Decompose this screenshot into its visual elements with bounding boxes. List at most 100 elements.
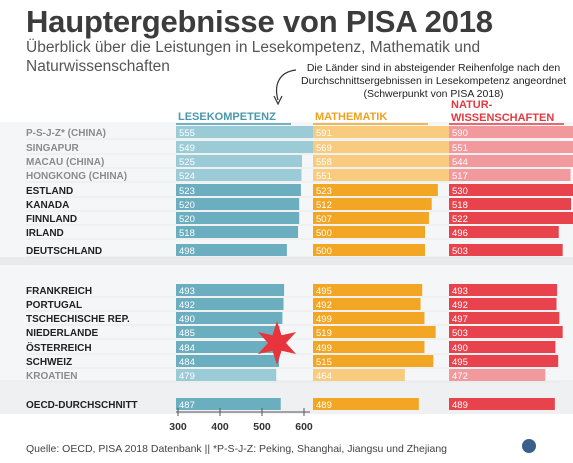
data-label: 484 [179, 343, 195, 354]
bar-reading [176, 212, 300, 224]
bar-science [449, 184, 573, 196]
bar-reading [176, 244, 287, 256]
x-tick-label: 300 [169, 421, 187, 433]
data-label: 515 [316, 357, 332, 368]
bar-math [313, 212, 429, 224]
page-title: Hauptergebnisse von PISA 2018 [26, 4, 493, 39]
country-label: IRLAND [26, 228, 64, 239]
column-header: MATHEMATIK [315, 111, 387, 123]
source-note: Quelle: OECD, PISA 2018 Datenbank || *P-… [26, 443, 448, 455]
data-label: 492 [452, 300, 468, 311]
bar-math [313, 126, 476, 138]
data-label: 530 [452, 186, 468, 197]
data-label: 551 [316, 171, 332, 182]
bar-math [313, 198, 432, 210]
data-label: 496 [452, 228, 468, 239]
data-label: 544 [452, 157, 468, 168]
bar-reading [176, 355, 280, 367]
bar-science [449, 244, 563, 256]
data-label: 495 [452, 357, 468, 368]
bar-science [449, 341, 556, 353]
country-label: ÖSTERREICH [26, 341, 92, 354]
country-label: KANADA [26, 200, 69, 211]
sort-note: Die Länder sind in absteigender Reihenfo… [301, 62, 566, 100]
country-label: TSCHECHISCHE REP. [26, 314, 130, 325]
bar-math [313, 284, 423, 296]
data-label: 523 [316, 186, 332, 197]
bar-math [313, 298, 421, 310]
bar-reading [176, 126, 319, 138]
bar-science [449, 369, 546, 381]
data-label: 499 [316, 314, 332, 325]
country-label: OECD-DURCHSCHNITT [26, 400, 138, 411]
bar-math [313, 312, 425, 324]
data-label: 493 [452, 286, 468, 297]
data-label: 484 [179, 357, 195, 368]
country-label: MACAU (CHINA) [26, 157, 104, 168]
country-label: HONGKONG (CHINA) [26, 171, 127, 182]
bar-math [313, 369, 405, 381]
data-label: 555 [179, 128, 195, 139]
bar-science [449, 355, 559, 367]
country-label: SINGAPUR [26, 143, 80, 154]
highlight-star-icon [257, 321, 297, 365]
data-label: 517 [452, 171, 468, 182]
bar-science [449, 312, 560, 324]
bar-math [313, 155, 458, 167]
data-label: 487 [179, 400, 195, 411]
data-label: 525 [179, 157, 195, 168]
bar-reading [176, 198, 300, 210]
data-label: 518 [179, 228, 195, 239]
bar-science [449, 141, 573, 153]
data-label: 489 [452, 400, 468, 411]
bar-math [313, 341, 425, 353]
data-label: 558 [316, 157, 332, 168]
pointer-arrow-icon [273, 69, 297, 106]
bar-science [449, 398, 555, 410]
data-label: 464 [316, 371, 332, 382]
bar-science [449, 226, 559, 238]
bar-reading [176, 398, 281, 410]
data-label: 507 [316, 214, 332, 225]
column-header: WISSENSCHAFTEN [451, 112, 554, 124]
country-label: SCHWEIZ [26, 357, 72, 368]
data-label: 493 [179, 286, 195, 297]
data-label: 489 [316, 400, 332, 411]
country-label: DEUTSCHLAND [26, 246, 102, 257]
column-header: NATUR- [451, 99, 493, 111]
data-label: 492 [316, 300, 332, 311]
data-label: 520 [179, 214, 195, 225]
country-label: PORTUGAL [26, 300, 82, 311]
column-header: LESEKOMPETENZ [178, 111, 276, 123]
bar-reading [176, 169, 302, 181]
data-label: 500 [316, 246, 332, 257]
bar-math [313, 169, 454, 181]
x-tick-label: 500 [253, 421, 271, 433]
bar-reading [176, 155, 302, 167]
bar-math [313, 326, 436, 338]
bar-science [449, 169, 571, 181]
bar-math [313, 398, 419, 410]
bar-math [313, 355, 434, 367]
bar-reading [176, 226, 299, 238]
data-label: 498 [179, 246, 195, 257]
country-label: NIEDERLANDE [26, 328, 99, 339]
data-label: 503 [452, 328, 468, 339]
bar-science [449, 212, 573, 224]
bar-science [449, 198, 572, 210]
data-label: 472 [452, 371, 468, 382]
pisa-chart: LESEKOMPETENZ MATHEMATIK NATUR-WISSENSCHAF… [0, 99, 573, 433]
bar-reading [176, 369, 277, 381]
data-label: 518 [452, 200, 468, 211]
data-label: 590 [452, 128, 468, 139]
bar-science [449, 126, 573, 138]
country-label: ESTLAND [26, 186, 73, 197]
data-label: 479 [179, 371, 195, 382]
bar-science [449, 155, 573, 167]
bar-science [449, 326, 563, 338]
data-label: 490 [452, 343, 468, 354]
bar-math [313, 184, 438, 196]
data-label: 519 [316, 328, 332, 339]
bar-science [449, 298, 557, 310]
country-label: P-S-J-Z* (CHINA) [26, 128, 106, 139]
